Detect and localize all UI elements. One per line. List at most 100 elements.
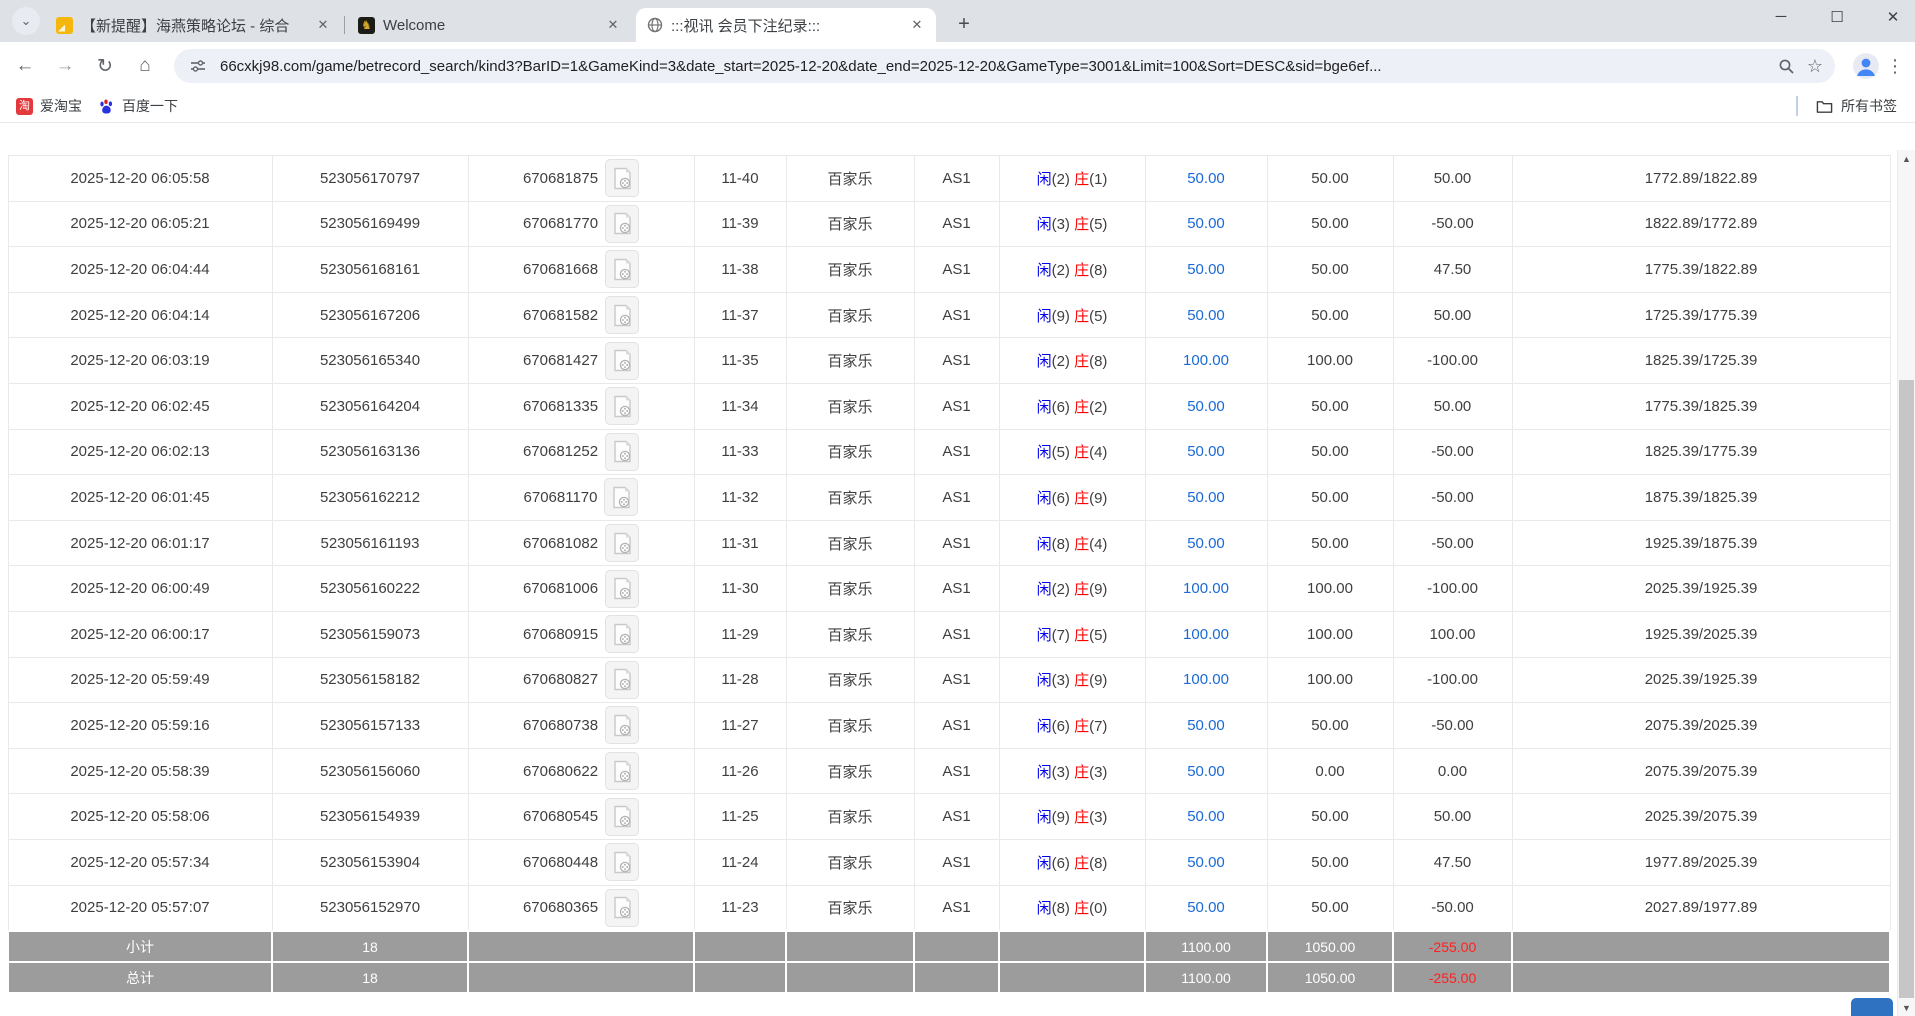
- bet-amount[interactable]: 50.00: [1144, 884, 1268, 932]
- bet-amount[interactable]: 100.00: [1144, 565, 1268, 612]
- bet-amount[interactable]: 50.00: [1144, 200, 1268, 248]
- bet-amount[interactable]: 50.00: [1144, 702, 1268, 749]
- video-replay-icon[interactable]: [605, 387, 640, 426]
- video-replay-icon[interactable]: [605, 524, 640, 563]
- bet-amount[interactable]: 100.00: [1144, 337, 1268, 384]
- valid-amount: 50.00: [1266, 291, 1394, 339]
- bet-amount-link[interactable]: 100.00: [1183, 671, 1229, 689]
- bet-time: 2025-12-20 05:58:39: [7, 747, 273, 795]
- bet-amount[interactable]: 50.00: [1144, 793, 1268, 840]
- bet-amount-link[interactable]: 50.00: [1187, 215, 1225, 233]
- tab-forum[interactable]: 【新提醒】海燕策略论坛 - 综合 ✕: [46, 8, 342, 42]
- bet-row: 2025-12-20 06:04:44 523056168161 670681668…: [7, 246, 1891, 293]
- minimize-button[interactable]: ─: [1775, 8, 1787, 25]
- scroll-up-icon[interactable]: ▲: [1902, 153, 1911, 164]
- video-replay-icon[interactable]: [605, 843, 640, 882]
- taobao-icon: 淘: [16, 97, 33, 115]
- site-settings-icon[interactable]: [186, 54, 210, 78]
- video-replay-icon[interactable]: [605, 752, 640, 791]
- player-label: 闲: [1036, 581, 1052, 599]
- url-text[interactable]: 66cxkj98.com/game/betrecord_search/kind3…: [220, 57, 1382, 75]
- bet-amount-link[interactable]: 50.00: [1187, 443, 1225, 461]
- tab-bet-records-active[interactable]: :::视讯 会员下注纪录::: ✕: [636, 8, 936, 42]
- vertical-scrollbar[interactable]: ▲ ▼: [1897, 150, 1915, 1016]
- game-name: 百家乐: [785, 884, 915, 932]
- bet-amount-link[interactable]: 50.00: [1187, 534, 1225, 552]
- new-tab-button[interactable]: +: [958, 12, 970, 35]
- scrollbar-thumb[interactable]: [1899, 380, 1914, 998]
- tab-close-icon[interactable]: ✕: [911, 17, 923, 32]
- video-replay-icon[interactable]: [604, 478, 639, 517]
- zoom-magnifier-icon[interactable]: [1775, 54, 1799, 78]
- all-bookmarks-label: 所有书签: [1841, 98, 1897, 114]
- tab-search-chevron-icon[interactable]: ⌄: [12, 7, 40, 35]
- close-button[interactable]: ✕: [1886, 9, 1900, 26]
- bet-amount-link[interactable]: 100.00: [1183, 625, 1229, 643]
- bet-amount-link[interactable]: 50.00: [1187, 716, 1225, 734]
- video-replay-icon[interactable]: [605, 706, 640, 745]
- video-replay-icon[interactable]: [605, 296, 640, 335]
- bet-amount-link[interactable]: 50.00: [1187, 808, 1225, 826]
- video-replay-icon[interactable]: [605, 615, 640, 654]
- video-replay-icon[interactable]: [605, 569, 640, 608]
- bet-amount-link[interactable]: 50.00: [1187, 397, 1225, 415]
- reload-icon[interactable]: ↻: [97, 55, 113, 77]
- back-icon[interactable]: ←: [15, 55, 35, 76]
- tab-welcome[interactable]: ♞ Welcome ✕: [348, 8, 632, 42]
- bet-amount[interactable]: 50.00: [1144, 838, 1268, 886]
- bet-amount-link[interactable]: 50.00: [1187, 306, 1225, 324]
- video-replay-icon[interactable]: [605, 159, 640, 198]
- bet-amount-link[interactable]: 50.00: [1187, 762, 1225, 780]
- game-id-number: 670681427: [522, 352, 599, 370]
- address-bar[interactable]: 66cxkj98.com/game/betrecord_search/kind3…: [174, 49, 1835, 83]
- bookmark-taobao[interactable]: 淘 爱淘宝: [16, 96, 82, 116]
- summary-empty: [693, 930, 787, 964]
- video-replay-icon[interactable]: [605, 250, 640, 289]
- browser-menu-icon[interactable]: ⋮: [1886, 55, 1904, 76]
- bet-amount[interactable]: 50.00: [1144, 474, 1268, 521]
- balance-before-after: 1822.89/1772.89: [1511, 200, 1891, 248]
- video-replay-icon[interactable]: [605, 660, 640, 699]
- bet-amount[interactable]: 50.00: [1144, 382, 1268, 430]
- bet-amount[interactable]: 50.00: [1144, 246, 1268, 293]
- bet-amount[interactable]: 50.00: [1144, 291, 1268, 339]
- bet-amount-link[interactable]: 100.00: [1183, 580, 1229, 598]
- video-replay-icon[interactable]: [605, 341, 640, 380]
- bet-amount[interactable]: 100.00: [1144, 656, 1268, 704]
- bet-amount[interactable]: 50.00: [1144, 747, 1268, 795]
- bookmark-star-icon[interactable]: ☆: [1806, 55, 1823, 76]
- win-loss: -100.00: [1392, 565, 1513, 612]
- tab-close-icon[interactable]: ✕: [317, 17, 329, 32]
- bet-amount-link[interactable]: 50.00: [1187, 853, 1225, 871]
- video-replay-icon[interactable]: [605, 432, 640, 471]
- win-loss: -50.00: [1392, 200, 1513, 248]
- profile-avatar-icon[interactable]: [1853, 53, 1879, 79]
- bet-amount-link[interactable]: 50.00: [1187, 488, 1225, 506]
- bet-amount[interactable]: 50.00: [1144, 428, 1268, 476]
- all-bookmarks[interactable]: 所有书签: [1796, 96, 1897, 116]
- tab-close-icon[interactable]: ✕: [607, 17, 619, 32]
- video-replay-icon[interactable]: [605, 888, 640, 927]
- bet-amount[interactable]: 50.00: [1144, 155, 1268, 202]
- bet-amount[interactable]: 50.00: [1144, 519, 1268, 567]
- summary-empty: [467, 930, 695, 964]
- table-code: AS1: [913, 838, 1000, 886]
- video-replay-icon[interactable]: [605, 204, 640, 243]
- bookmark-baidu[interactable]: 百度一下: [98, 96, 178, 116]
- round-number: 11-24: [693, 838, 787, 886]
- bet-amount-link[interactable]: 50.00: [1187, 169, 1225, 187]
- bet-amount[interactable]: 100.00: [1144, 610, 1268, 658]
- maximize-button[interactable]: ☐: [1830, 9, 1844, 26]
- video-replay-icon[interactable]: [605, 797, 640, 836]
- forward-icon[interactable]: →: [55, 55, 75, 76]
- bet-amount-link[interactable]: 50.00: [1187, 260, 1225, 278]
- bet-amount-link[interactable]: 50.00: [1187, 899, 1225, 917]
- bet-amount-link[interactable]: 100.00: [1183, 352, 1229, 370]
- bet-id: 523056167206: [271, 291, 469, 339]
- home-icon[interactable]: ⌂: [139, 55, 151, 76]
- player-points: (6): [1051, 854, 1070, 872]
- scroll-down-icon[interactable]: ▼: [1902, 1002, 1911, 1013]
- corner-action-button[interactable]: [1851, 998, 1893, 1016]
- game-result: 闲(2) 庄(9): [998, 565, 1146, 612]
- balance-before-after: 2027.89/1977.89: [1511, 884, 1891, 932]
